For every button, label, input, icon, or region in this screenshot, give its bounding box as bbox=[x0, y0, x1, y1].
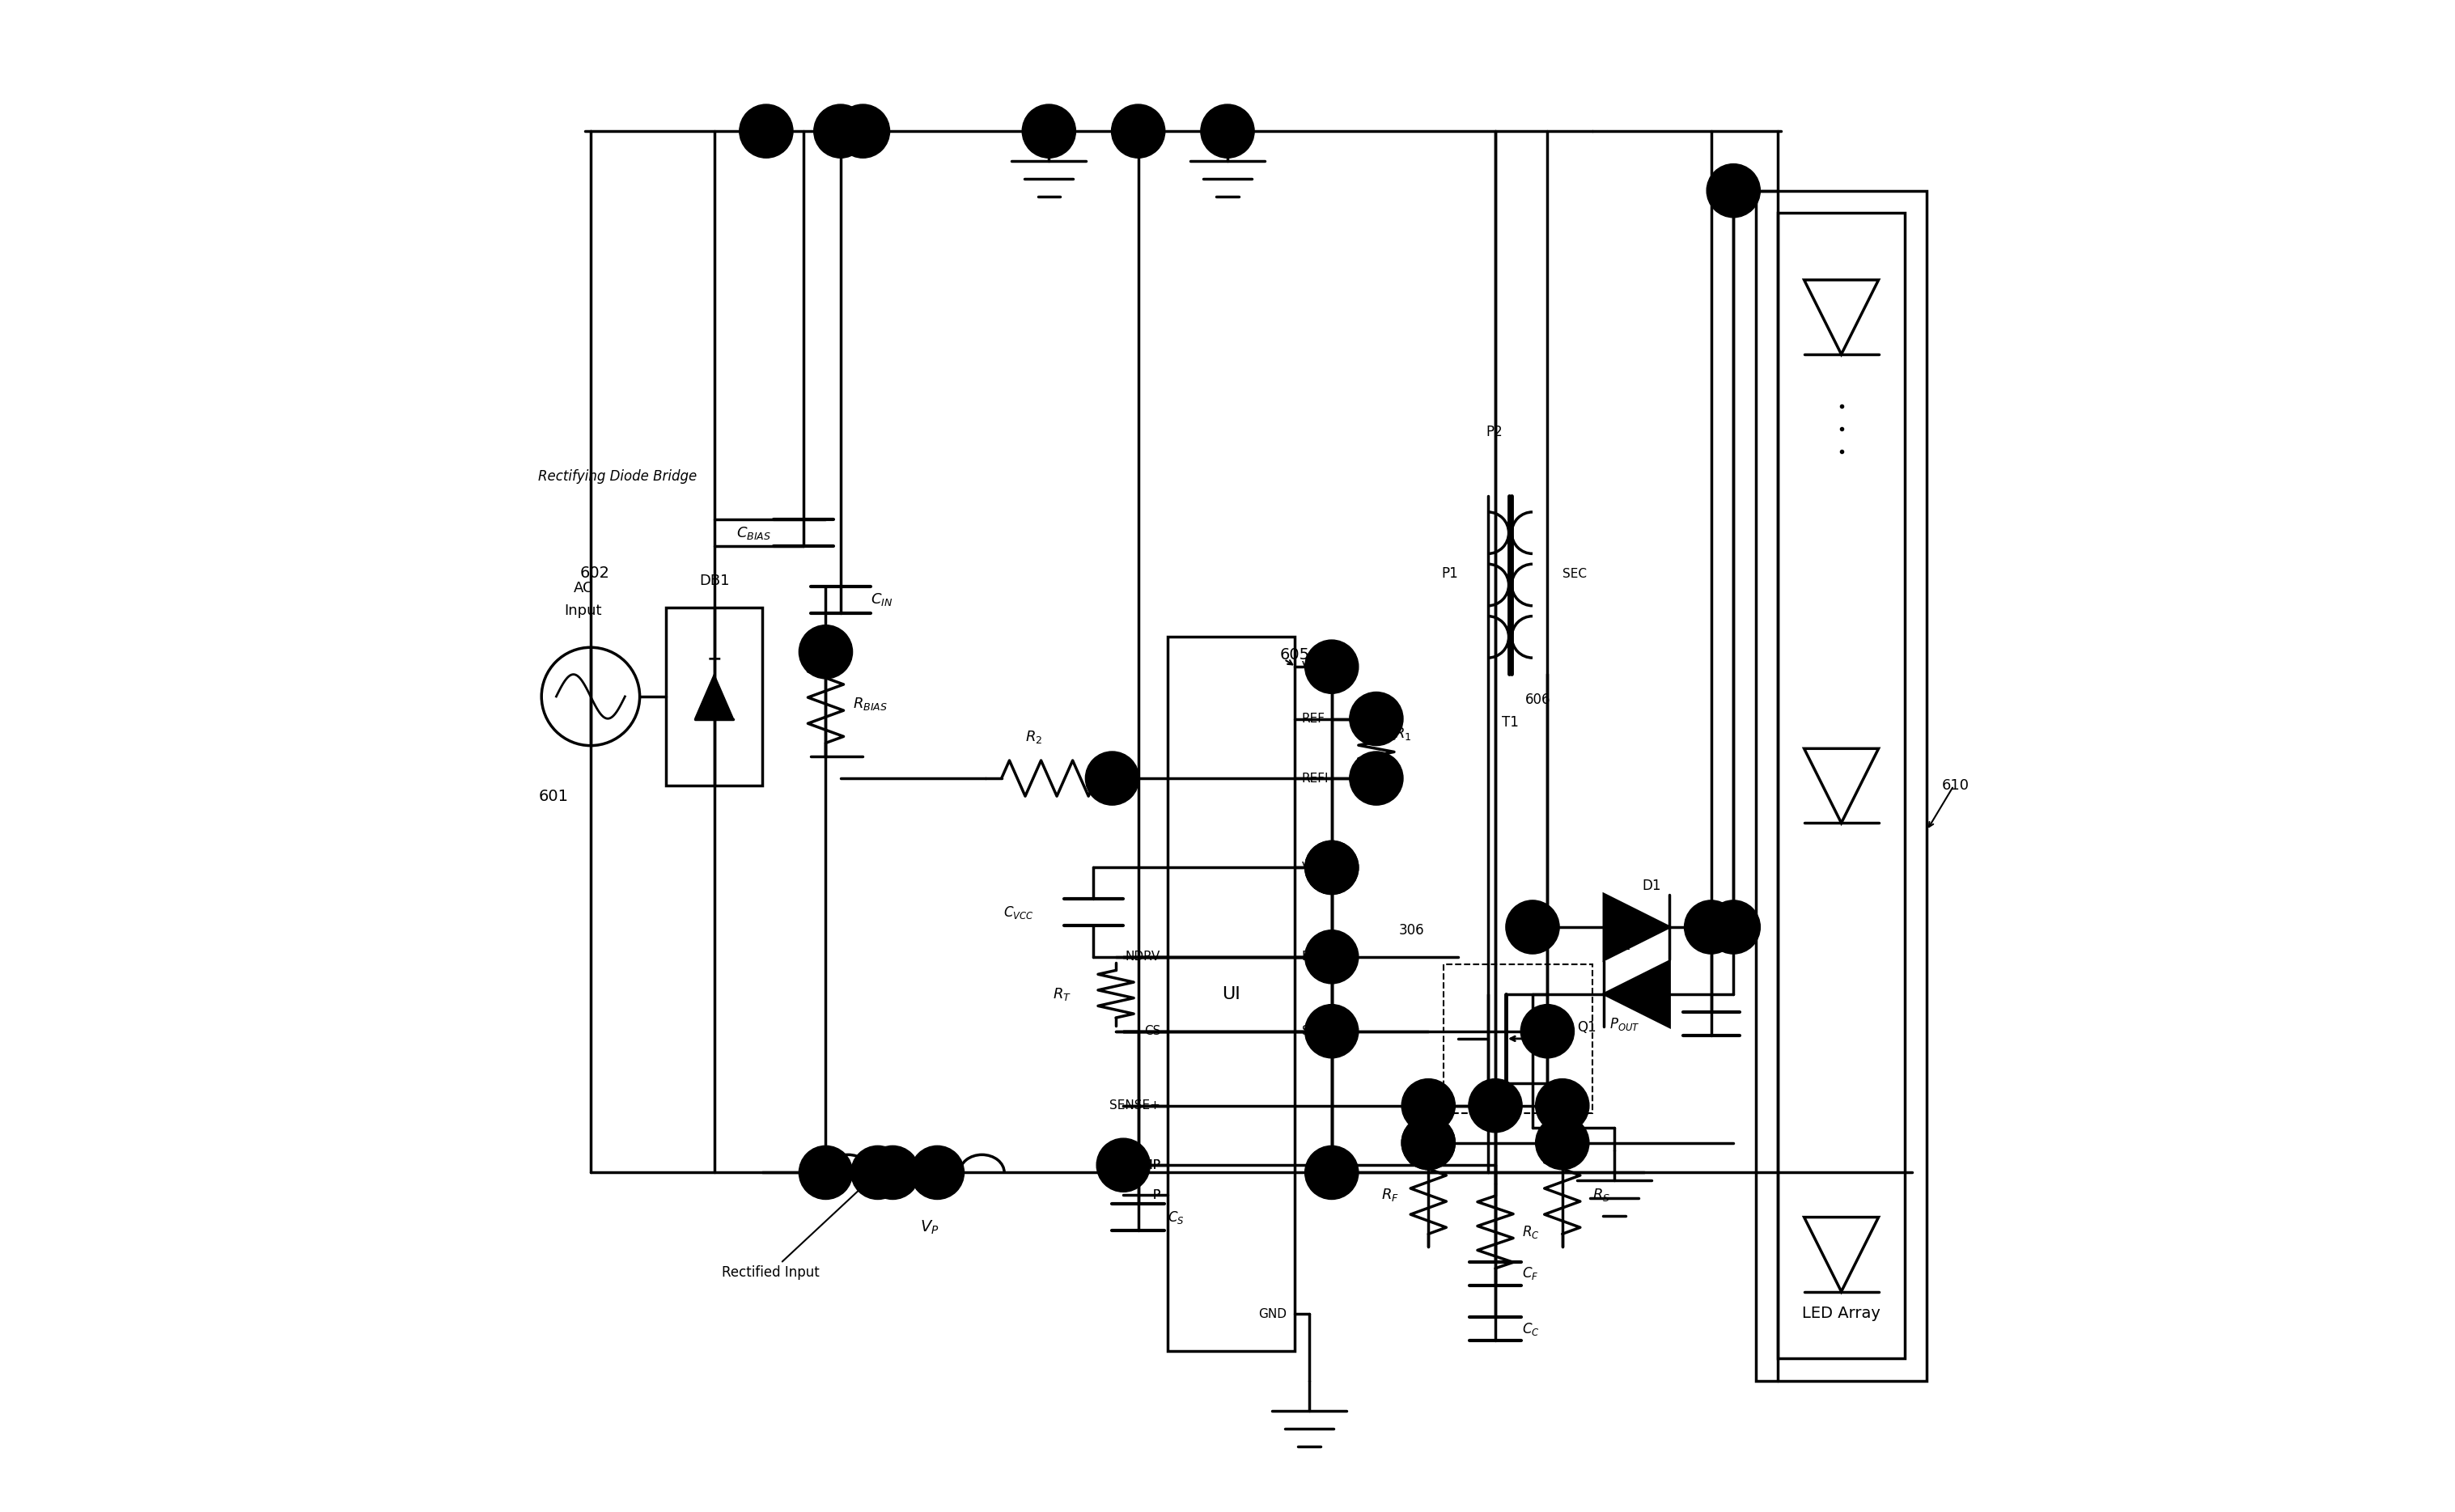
Circle shape bbox=[1306, 841, 1358, 895]
Text: $C_{BIAS}$: $C_{BIAS}$ bbox=[736, 525, 771, 541]
Polygon shape bbox=[1603, 895, 1669, 960]
Bar bbox=[1777, 213, 1905, 1358]
Text: DB1: DB1 bbox=[700, 573, 729, 588]
Text: $C_F$: $C_F$ bbox=[1522, 1266, 1539, 1282]
Text: $V_P$: $V_P$ bbox=[921, 1219, 940, 1237]
Circle shape bbox=[1706, 900, 1760, 954]
Circle shape bbox=[1402, 1116, 1456, 1170]
Text: COMP: COMP bbox=[1124, 1160, 1161, 1172]
Text: Input: Input bbox=[565, 603, 601, 618]
Text: $R_S$: $R_S$ bbox=[1593, 1187, 1610, 1204]
Text: $R_C$: $R_C$ bbox=[1522, 1225, 1539, 1240]
Text: $C_{VCC}$: $C_{VCC}$ bbox=[1004, 904, 1034, 921]
Circle shape bbox=[1402, 1080, 1456, 1132]
Circle shape bbox=[1505, 900, 1559, 954]
Text: AC: AC bbox=[574, 581, 594, 596]
Circle shape bbox=[739, 104, 793, 157]
Circle shape bbox=[1306, 841, 1358, 895]
Circle shape bbox=[1350, 692, 1404, 745]
Text: SC: SC bbox=[1301, 1025, 1318, 1037]
Text: COMP: COMP bbox=[1124, 1160, 1161, 1172]
Text: $R_{BIAS}$: $R_{BIAS}$ bbox=[852, 696, 886, 712]
Text: 601: 601 bbox=[538, 788, 570, 804]
Text: D1: D1 bbox=[1642, 878, 1662, 894]
Text: Rectifying Diode Bridge: Rectifying Diode Bridge bbox=[538, 469, 697, 484]
Circle shape bbox=[1097, 1139, 1149, 1191]
Text: T1: T1 bbox=[1502, 715, 1520, 729]
Circle shape bbox=[1534, 1116, 1588, 1170]
Bar bbox=[665, 608, 764, 786]
Circle shape bbox=[1306, 640, 1358, 694]
Text: P: P bbox=[1154, 1188, 1161, 1201]
Text: 605: 605 bbox=[1279, 647, 1309, 662]
Circle shape bbox=[1402, 1116, 1456, 1170]
Polygon shape bbox=[1603, 962, 1669, 1027]
Circle shape bbox=[852, 1146, 903, 1199]
Circle shape bbox=[1112, 104, 1166, 157]
Circle shape bbox=[837, 104, 889, 157]
Text: SEC: SEC bbox=[1561, 569, 1586, 581]
Circle shape bbox=[813, 104, 867, 157]
Bar bbox=[1444, 965, 1593, 1113]
Text: GND: GND bbox=[1259, 1308, 1286, 1320]
Circle shape bbox=[1306, 930, 1358, 984]
Bar bbox=[1755, 191, 1927, 1380]
Text: NDRV: NDRV bbox=[1124, 951, 1161, 963]
Circle shape bbox=[1520, 1004, 1574, 1058]
Text: Rectified Input: Rectified Input bbox=[722, 1175, 874, 1281]
Text: D2: D2 bbox=[1613, 937, 1630, 953]
Circle shape bbox=[1200, 104, 1255, 157]
Text: CS: CS bbox=[1144, 1025, 1161, 1037]
Circle shape bbox=[1306, 1146, 1358, 1199]
Text: $R_1$: $R_1$ bbox=[1394, 726, 1412, 742]
Text: P2: P2 bbox=[1485, 425, 1502, 440]
Text: $R_F$: $R_F$ bbox=[1380, 1187, 1399, 1204]
Circle shape bbox=[1306, 1004, 1358, 1058]
Text: P1: P1 bbox=[1441, 565, 1458, 581]
Text: 610: 610 bbox=[1942, 779, 1969, 792]
Polygon shape bbox=[695, 674, 734, 718]
Bar bbox=[1169, 637, 1294, 1352]
Text: RT: RT bbox=[1301, 951, 1318, 963]
Circle shape bbox=[1706, 163, 1760, 218]
Text: $R_2$: $R_2$ bbox=[1026, 729, 1043, 745]
Circle shape bbox=[1684, 900, 1738, 954]
Circle shape bbox=[1021, 104, 1075, 157]
Text: VCC: VCC bbox=[1301, 862, 1328, 874]
Text: REF: REF bbox=[1301, 712, 1326, 724]
Circle shape bbox=[1468, 1080, 1522, 1132]
Text: $C_{IN}$: $C_{IN}$ bbox=[872, 591, 894, 608]
Circle shape bbox=[911, 1146, 965, 1199]
Text: $R_T$: $R_T$ bbox=[1053, 986, 1070, 1002]
Circle shape bbox=[1350, 751, 1404, 804]
Circle shape bbox=[798, 624, 852, 679]
Circle shape bbox=[798, 1146, 852, 1199]
Text: LED Array: LED Array bbox=[1802, 1306, 1881, 1321]
Text: 602: 602 bbox=[579, 565, 609, 581]
Circle shape bbox=[1534, 1080, 1588, 1132]
Text: 306: 306 bbox=[1399, 924, 1424, 937]
Text: $C_C$: $C_C$ bbox=[1522, 1320, 1539, 1337]
Text: VIN: VIN bbox=[1301, 661, 1323, 673]
Text: +: + bbox=[707, 652, 722, 667]
Text: $C_S$: $C_S$ bbox=[1169, 1210, 1186, 1225]
Text: SENSE+: SENSE+ bbox=[1110, 1099, 1161, 1111]
Text: UI: UI bbox=[1223, 986, 1240, 1002]
Text: $P_{OUT}$: $P_{OUT}$ bbox=[1610, 1016, 1640, 1031]
Text: 606: 606 bbox=[1525, 692, 1552, 708]
Text: REFI: REFI bbox=[1301, 773, 1328, 785]
Circle shape bbox=[1085, 751, 1139, 804]
Circle shape bbox=[867, 1146, 921, 1199]
Text: P: P bbox=[1154, 1188, 1161, 1201]
Text: Q1: Q1 bbox=[1576, 1021, 1596, 1034]
